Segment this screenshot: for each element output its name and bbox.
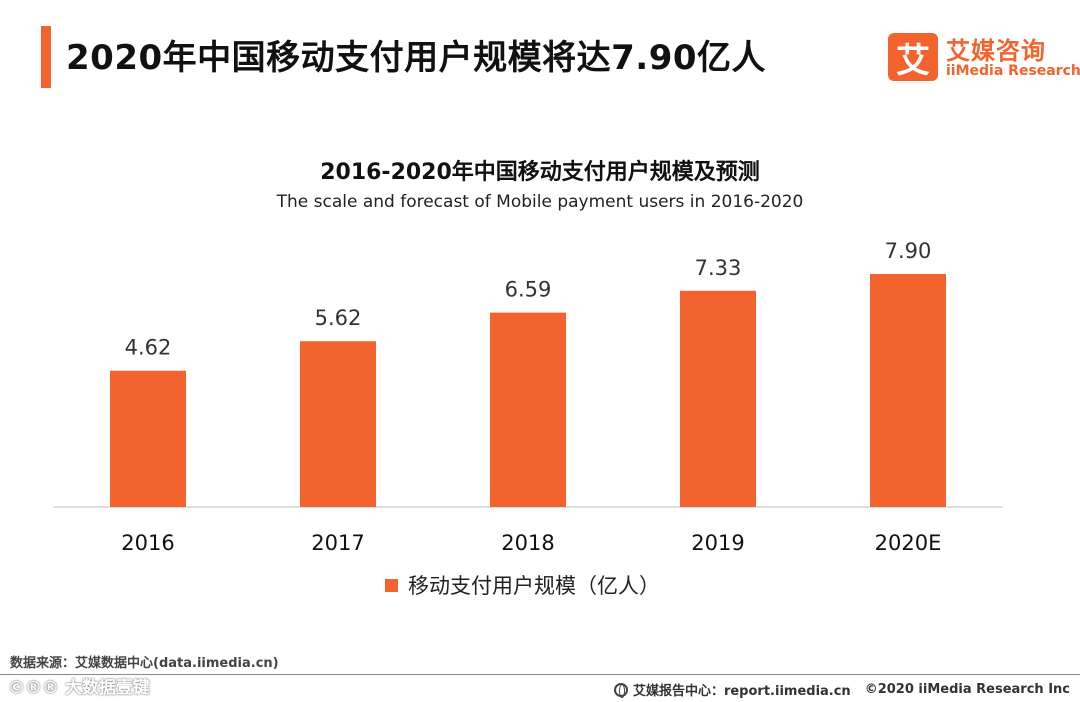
legend-label: 移动支付用户规模（亿人） (408, 574, 660, 598)
data-label-2016: 4.62 (125, 336, 172, 360)
copyright-text: ©2020 iiMedia Research Inc (864, 682, 1070, 697)
legend-swatch (385, 578, 398, 592)
watermark-text: ©®® 大数据壹键 (8, 678, 150, 698)
chart-title: 2016-2020年中国移动支付用户规模及预测 (320, 160, 760, 185)
data-label-2017: 5.62 (315, 306, 362, 330)
logo-name-en: iiMedia Research (946, 63, 1080, 79)
bar-2016 (110, 370, 186, 507)
x-tick-label-2018: 2018 (501, 531, 554, 555)
x-tick-label-2019: 2019 (691, 531, 744, 555)
globe-icon (613, 682, 628, 698)
bar-2019 (680, 290, 756, 507)
data-label-2018: 6.59 (505, 278, 552, 302)
logo-mark-icon: 艾 (888, 33, 938, 81)
title-accent-bar (41, 26, 51, 88)
x-tick-label-2020E: 2020E (875, 531, 942, 555)
report-center-link[interactable]: 艾媒报告中心：report.iimedia.cn (632, 684, 851, 699)
footer-divider (0, 674, 1080, 675)
brand-logo: 艾 艾媒咨询 iiMedia Research (888, 33, 1080, 83)
footer-bar: 艾媒报告中心：report.iimedia.cn ©2020 iiMedia R… (613, 680, 1070, 699)
chart-legend: 移动支付用户规模（亿人） (385, 571, 660, 599)
x-tick-label-2016: 2016 (121, 531, 174, 555)
bar-2017 (300, 341, 376, 507)
page-title: 2020年中国移动支付用户规模将达7.90亿人 (66, 38, 767, 78)
chart-subtitle: The scale and forecast of Mobile payment… (276, 192, 804, 212)
bar-2020E (870, 273, 946, 507)
logo-name-cn: 艾媒咨询 (946, 37, 1046, 65)
data-label-2019: 7.33 (695, 256, 742, 280)
data-label-2020E: 7.90 (885, 239, 932, 263)
data-source-note: 数据来源：艾媒数据中心(data.iimedia.cn) (10, 656, 279, 671)
bar-2018 (490, 312, 566, 507)
x-tick-label-2017: 2017 (311, 531, 364, 555)
